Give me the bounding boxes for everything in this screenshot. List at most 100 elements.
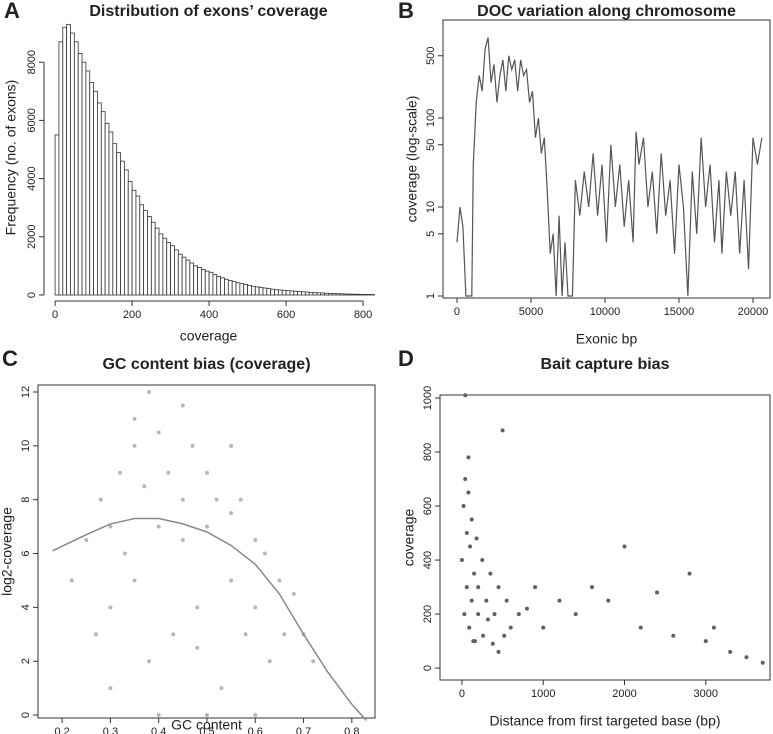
point (516, 612, 521, 617)
bar (147, 216, 152, 296)
bar (150, 221, 156, 296)
x-tick-label: 800 (354, 309, 372, 321)
bar (251, 285, 256, 296)
x-axis-label: coverage (180, 328, 238, 344)
point (171, 632, 176, 637)
point (229, 511, 234, 516)
point (500, 428, 505, 433)
point (508, 625, 513, 630)
y-tick-label: 200 (422, 605, 434, 623)
point (496, 585, 501, 590)
point (638, 625, 643, 630)
point (481, 633, 486, 638)
point (463, 477, 468, 482)
bar (54, 134, 60, 296)
bar (331, 293, 337, 296)
point (469, 517, 474, 522)
bar (220, 277, 225, 296)
bar (301, 291, 306, 296)
y-tick-label: 6000 (26, 108, 38, 132)
point (533, 585, 538, 590)
bar (243, 284, 248, 296)
x-tick-label: 3000 (694, 688, 718, 700)
bar (258, 287, 264, 296)
y-tick-label: 500 (425, 47, 437, 65)
plot-frame (439, 394, 771, 681)
point (132, 443, 137, 448)
bar (316, 292, 322, 296)
x-axis-label: Distance from first targeted base (bp) (489, 713, 720, 729)
bar (166, 242, 171, 296)
panel-letter: B (398, 0, 414, 23)
bar (266, 288, 272, 296)
point (589, 585, 594, 590)
point (728, 649, 733, 654)
y-tick-label: 4 (20, 604, 32, 610)
bar (254, 286, 260, 296)
x-tick-label: 400 (200, 309, 218, 321)
bar (181, 256, 187, 296)
bar (281, 289, 287, 296)
bar (85, 70, 91, 296)
bar (154, 227, 160, 296)
point (253, 605, 258, 610)
x-tick-label: 200 (123, 309, 141, 321)
point (311, 659, 316, 664)
bar (139, 204, 145, 296)
point (204, 470, 209, 475)
point (180, 497, 185, 502)
bar (289, 290, 295, 296)
point (488, 571, 493, 576)
point (484, 598, 489, 603)
point (229, 443, 234, 448)
chart-title: GC content bias (coverage) (102, 356, 310, 373)
x-tick-label: 0.4 (151, 726, 166, 734)
bar (277, 289, 283, 296)
x-tick-label: 0.5 (199, 726, 214, 734)
y-tick-label: 400 (422, 551, 434, 569)
point (485, 617, 490, 622)
point (703, 639, 708, 644)
x-tick-label: 15000 (664, 306, 695, 318)
point (277, 578, 282, 583)
y-tick-label: 8000 (26, 50, 38, 74)
y-tick-label: 10 (425, 201, 437, 213)
y-tick-label: 4000 (26, 166, 38, 190)
bar (135, 195, 141, 296)
point (132, 578, 137, 583)
point (108, 524, 113, 529)
bar (197, 266, 202, 296)
point (476, 612, 481, 617)
point (606, 598, 611, 603)
point (541, 625, 546, 630)
bar (358, 293, 364, 296)
point (108, 686, 113, 691)
bar (270, 288, 275, 296)
chart-title: DOC variation along chromosome (477, 3, 736, 20)
point (122, 551, 127, 556)
bar (70, 32, 75, 296)
point (180, 538, 185, 543)
y-tick-label: 2 (20, 658, 32, 664)
y-tick-label: 12 (20, 386, 32, 398)
point (118, 470, 123, 475)
bar (235, 282, 241, 296)
bar (93, 90, 98, 296)
y-tick-label: 50 (425, 139, 437, 151)
x-axis-label: GC content (171, 717, 242, 733)
bar (204, 270, 210, 296)
bar (143, 210, 148, 296)
bar (89, 82, 94, 296)
bar (362, 294, 368, 296)
bar (227, 280, 233, 296)
point (108, 605, 113, 610)
chart-title: Bait capture bias (541, 356, 670, 373)
bar (366, 294, 372, 296)
point (93, 632, 98, 637)
point (267, 659, 272, 664)
point (655, 590, 660, 595)
bar (116, 152, 121, 296)
x-tick-label: 600 (277, 309, 295, 321)
point (204, 524, 209, 529)
point (504, 598, 509, 603)
